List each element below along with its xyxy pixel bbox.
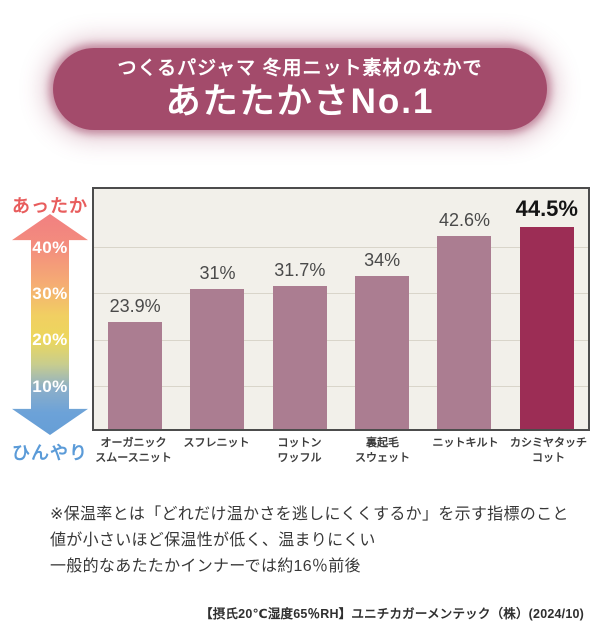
gridline-10	[94, 386, 588, 387]
bar-value-label: 34%	[364, 250, 401, 270]
bar-slot: 31.7%	[259, 189, 341, 429]
bar-value-label: 31%	[199, 263, 236, 283]
bar-slot: 34%	[341, 189, 423, 429]
category-label: カシミヤタッチ コット	[510, 437, 587, 464]
bar-cashmere-touch-cot	[519, 227, 574, 429]
thermometer-scale: あったか 40% 30% 20% 10% ひんやり	[11, 192, 89, 465]
category-label: コットン ワッフル	[277, 437, 322, 464]
cool-label: ひんやり	[12, 443, 88, 463]
attribution-text: 【摂氏20℃湿度65％RH】ユニチカガーメンテック（株）(2024/10)	[200, 607, 584, 621]
axis-tick-10: 10%	[32, 377, 68, 396]
gradient-arrow-icon: 40% 30% 20% 10%	[12, 214, 88, 435]
bar-value-label: 44.5%	[515, 196, 578, 221]
category-label: 裏起毛 スウェット	[355, 437, 410, 464]
bar-chart-plot: 23.9% 31% 31.7% 34% 42.6% 44.5%	[92, 187, 590, 431]
bar-slot: 31%	[176, 189, 258, 429]
axis-tick-20: 20%	[32, 330, 68, 349]
bar-souffle-knit	[190, 289, 245, 429]
bar-value-label: 23.9%	[109, 296, 161, 316]
bar-organic-smooth-knit	[108, 322, 163, 429]
bar-value-label: 31.7%	[274, 260, 326, 280]
category-label: ニットキルト	[432, 437, 499, 449]
bar-cotton-waffle	[272, 286, 327, 429]
bar-slot: 42.6%	[423, 189, 505, 429]
banner-subtitle: つくるパジャマ 冬用ニット素材のなかで	[117, 58, 483, 79]
category-label-row: オーガニック スムースニット スフレニット コットン ワッフル 裏起毛 スウェッ…	[92, 436, 590, 466]
bar-slot: 44.5%	[506, 189, 588, 429]
gridline-30	[94, 293, 588, 294]
bar-slot: 23.9%	[94, 189, 176, 429]
warm-label: あったか	[12, 196, 88, 216]
gridline-20	[94, 340, 588, 341]
gridline-40	[94, 247, 588, 248]
axis-tick-40: 40%	[32, 238, 68, 257]
bar-row: 23.9% 31% 31.7% 34% 42.6% 44.5%	[94, 189, 588, 429]
title-banner: つくるパジャマ 冬用ニット素材のなかで あたたかさNo.1	[53, 48, 547, 130]
category-label: オーガニック スムースニット	[95, 437, 172, 464]
bar-brushed-sweat	[355, 276, 410, 429]
banner-title: あたたかさNo.1	[165, 81, 435, 121]
bar-value-label: 42.6%	[438, 210, 490, 230]
footnote-text: ※保温率とは「どれだけ温かさを逃しにくくするか」を示す指標のこと 値が小さいほど…	[50, 506, 569, 576]
category-label: スフレニット	[183, 437, 250, 449]
axis-tick-30: 30%	[32, 284, 68, 303]
bar-knit-quilt	[437, 236, 492, 429]
